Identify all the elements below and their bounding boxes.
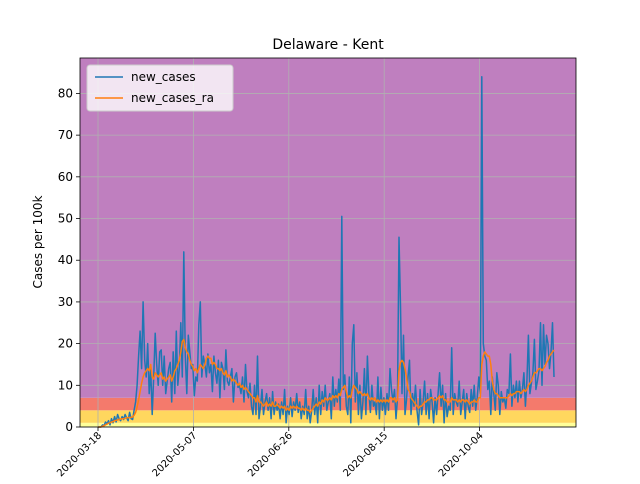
- plot-area: 0 10 20 30 40 50 60 70 80 2020-03-18 2020-05-07 202…: [55, 57, 577, 479]
- legend-box: [86, 64, 234, 112]
- x-tick-label: 2020-03-18: [55, 430, 104, 479]
- y-tick-label: 60: [58, 170, 73, 184]
- y-tick-label: 30: [58, 295, 73, 309]
- series-line-new_cases_ra: [98, 338, 555, 428]
- y-tick-label: 80: [58, 86, 73, 100]
- legend-label-new_cases: new_cases: [131, 70, 196, 84]
- x-tick-label: 2020-06-26: [246, 430, 295, 479]
- x-tick-label: 2020-10-04: [437, 430, 486, 479]
- legend-label-new_cases_ra: new_cases_ra: [131, 91, 214, 105]
- legend: new_cases new_cases_ra: [86, 64, 234, 112]
- y-tick-label: 50: [58, 212, 73, 226]
- risk-band-0: [80, 422, 576, 427]
- y-tick-label: 70: [58, 128, 73, 142]
- axes-frame: [79, 57, 577, 428]
- y-tick-label: 10: [58, 378, 73, 392]
- chart-title: Delaware - Kent: [272, 37, 384, 53]
- x-tick-label: 2020-08-15: [341, 430, 390, 479]
- risk-band-1: [80, 410, 576, 423]
- risk-band-3: [80, 58, 576, 398]
- y-tick-label: 20: [58, 337, 73, 351]
- x-tick-label: 2020-05-07: [151, 430, 200, 479]
- y-axis-label: Cases per 100k: [31, 195, 45, 288]
- y-tick-label: 0: [65, 420, 73, 434]
- y-tick-label: 40: [58, 253, 73, 267]
